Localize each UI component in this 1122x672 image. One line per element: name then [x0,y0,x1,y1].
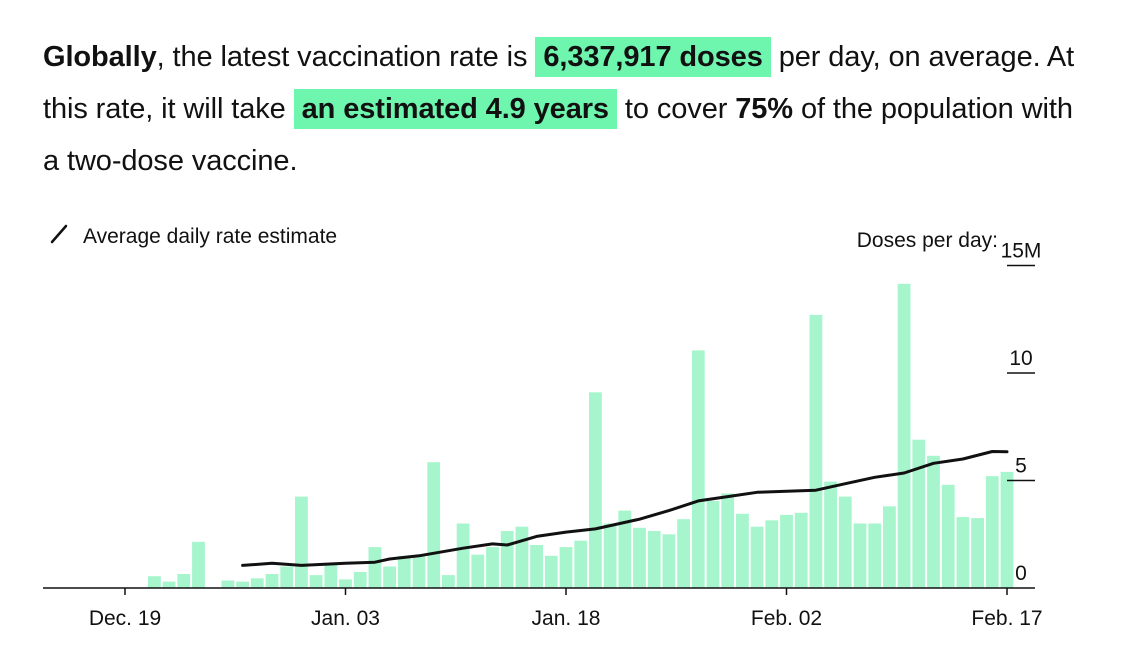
bar [589,392,602,588]
headline: Globally, the latest vaccination rate is… [43,31,1093,187]
bar [985,476,999,588]
y-tick-label: 5 [1015,455,1027,478]
bars-group [148,283,1014,589]
bar [250,578,264,588]
bar [486,547,499,588]
bar [780,514,793,588]
bar [721,493,735,588]
bar [647,531,661,588]
bar [897,283,911,588]
bar [677,519,690,588]
bar [309,575,323,588]
bar [971,518,984,588]
bar [353,571,367,588]
bar [427,462,441,588]
rate-highlight: 6,337,917 doses [535,37,771,77]
bar [397,555,411,589]
bar [824,481,837,588]
bar [221,580,235,588]
bar [236,581,249,589]
y-tick-label: 0 [1015,562,1027,585]
bar [941,484,955,588]
x-tick-label: Feb. 02 [751,607,822,630]
bar [515,526,529,588]
bar [838,496,852,588]
bar [603,523,617,588]
vaccination-chart: Dec. 19 Jan. 03 Jan. 18 Feb. 02 Feb. 17 0 5 10… [43,224,1043,630]
headline-text-3: to cover [616,93,736,125]
bar [412,555,426,589]
legend-label: Average daily rate estimate [83,225,337,248]
estimate-highlight: an estimated 4.9 years [293,89,617,129]
bar [912,439,926,588]
y-tick-label: 15M [1001,240,1042,263]
bar [633,527,646,588]
bar [530,545,543,588]
bar [618,510,632,588]
bar [662,534,676,589]
bar [574,540,588,588]
x-tick-label: Jan. 18 [532,607,601,630]
x-axis-ticks: Dec. 19 Jan. 03 Jan. 18 Feb. 02 Feb. 17 [89,588,1043,630]
coverage-value: 75% [735,93,793,125]
y-axis-label: Doses per day: [857,229,998,252]
bar [265,574,279,588]
bar [442,575,455,588]
bar [295,496,308,588]
headline-text-4: of the population with a two-dose vaccin… [43,93,1073,177]
bar [324,564,338,589]
bar [1000,471,1014,588]
bar [192,541,205,588]
bar [456,523,470,588]
bar [500,531,514,588]
bar [765,520,779,588]
bar [794,512,808,589]
bar [339,579,352,588]
bar [148,576,161,588]
bar [956,517,970,589]
bar [177,574,191,588]
bar [691,350,705,588]
bar [883,506,896,588]
average-rate-line [241,450,1009,567]
x-tick-label: Dec. 19 [89,607,161,630]
bar [750,526,764,588]
bar [809,314,823,588]
bar [368,547,382,588]
y-tick-label: 10 [1009,347,1032,370]
legend-line-icon [50,224,68,244]
y-axis-ticks: 0 5 10 15M [1001,240,1042,586]
bar [471,554,485,588]
headline-region: Globally [43,41,157,73]
bar [927,455,940,588]
headline-text-2: per day, on average. At this rate, it wi… [43,41,1075,125]
x-tick-label: Jan. 03 [311,607,380,630]
bar [383,566,396,588]
bar [853,523,867,588]
bar [736,513,749,588]
bar [544,555,558,589]
bar [559,547,573,588]
bar [706,500,720,588]
bar [868,523,882,588]
bar [162,581,176,589]
headline-text-1: , the latest vaccination rate is [156,41,536,73]
bar [280,566,294,588]
x-tick-label: Feb. 17 [971,607,1042,630]
